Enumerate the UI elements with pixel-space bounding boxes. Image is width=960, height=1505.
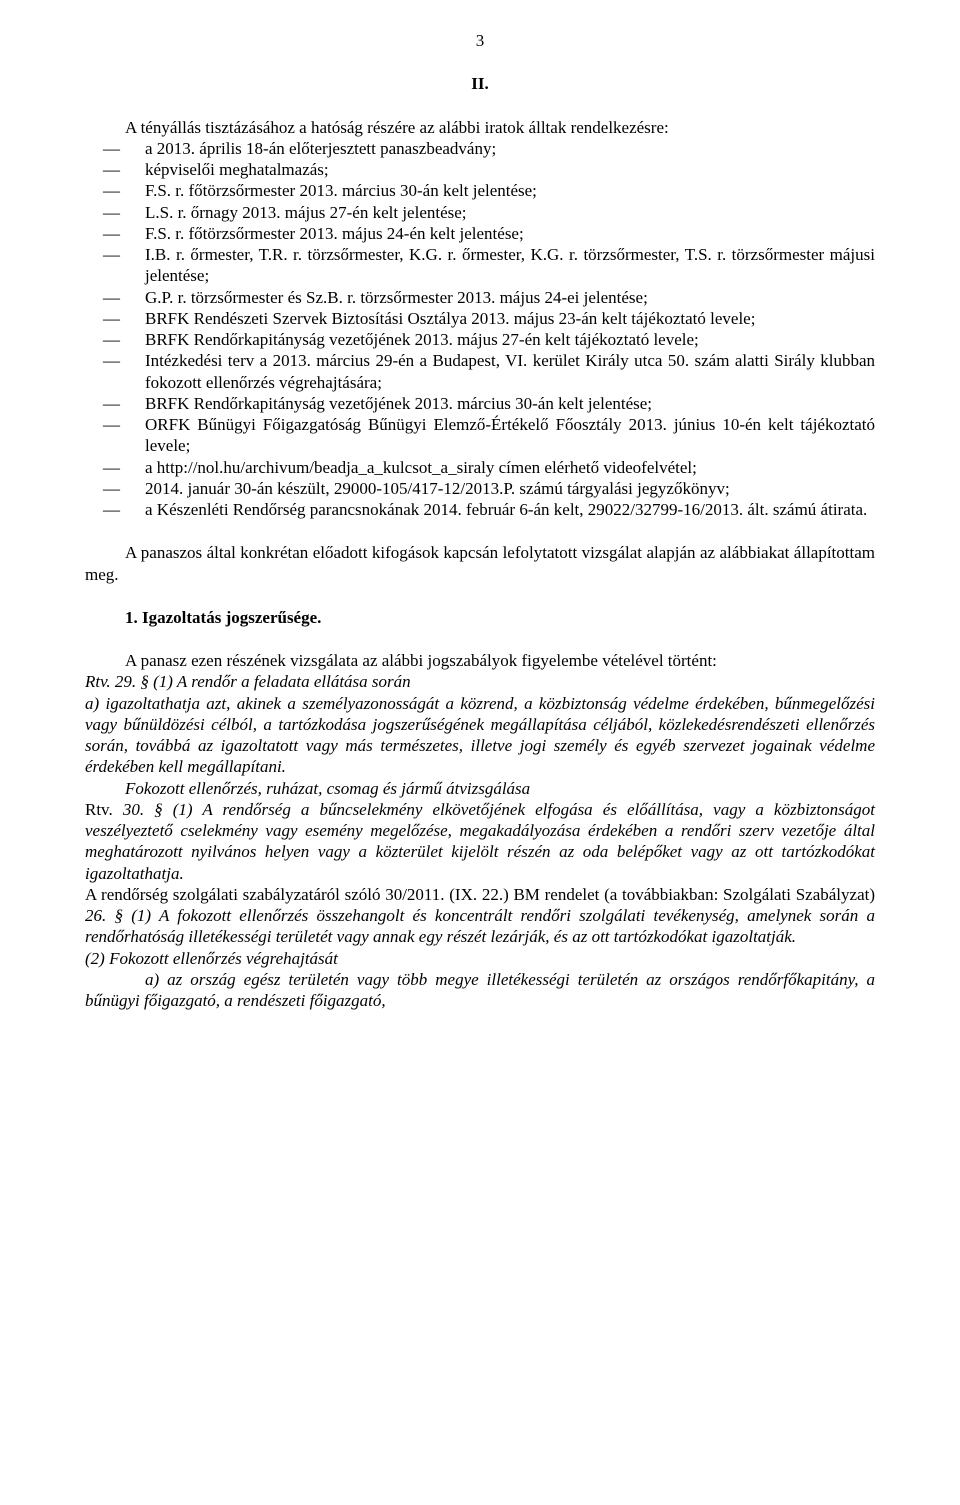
- bm-paragraph: A rendőrség szolgálati szabályzatáról sz…: [85, 884, 875, 948]
- page-number: 3: [85, 30, 875, 51]
- list-item: képviselői meghatalmazás;: [85, 159, 875, 180]
- list-item: I.B. r. őrmester, T.R. r. törzsőrmester,…: [85, 244, 875, 287]
- rtv29-lead: Rtv. 29. § (1) A rendőr a feladata ellát…: [85, 671, 875, 692]
- list-item: F.S. r. főtörzsőrmester 2013. május 24-é…: [85, 223, 875, 244]
- italic-subheading: Fokozott ellenőrzés, ruházat, csomag és …: [85, 778, 875, 799]
- list-item: a http://nol.hu/archivum/beadja_a_kulcso…: [85, 457, 875, 478]
- list-item: F.S. r. főtörzsőrmester 2013. március 30…: [85, 180, 875, 201]
- list-item: BRFK Rendőrkapitányság vezetőjének 2013.…: [85, 393, 875, 414]
- list-item: ORFK Bűnügyi Főigazgatóság Bűnügyi Elemz…: [85, 414, 875, 457]
- list-item: BRFK Rendőrkapitányság vezetőjének 2013.…: [85, 329, 875, 350]
- list-item: a 2013. április 18-án előterjesztett pan…: [85, 138, 875, 159]
- evidence-list: a 2013. április 18-án előterjesztett pan…: [85, 138, 875, 521]
- rtv29-a: a) igazoltathatja azt, akinek a személya…: [85, 693, 875, 778]
- rtv30-paragraph: Rtv. 30. § (1) A rendőrség a bűncselekmé…: [85, 799, 875, 884]
- sub2-a: a) az ország egész területén vagy több m…: [85, 969, 875, 1012]
- list-item: L.S. r. őrnagy 2013. május 27-én kelt je…: [85, 202, 875, 223]
- subsection-heading: 1. Igazoltatás jogszerűsége.: [85, 607, 875, 628]
- bm-text: A rendőrség szolgálati szabályzatáról sz…: [85, 885, 875, 947]
- sub2: (2) Fokozott ellenőrzés végrehajtását: [85, 948, 875, 969]
- intro-paragraph: A tényállás tisztázásához a hatóság rész…: [85, 117, 875, 138]
- list-item: 2014. január 30-án készült, 29000-105/41…: [85, 478, 875, 499]
- section-heading: II.: [85, 73, 875, 94]
- list-item: BRFK Rendészeti Szervek Biztosítási Oszt…: [85, 308, 875, 329]
- intro2-paragraph: A panasz ezen részének vizsgálata az alá…: [85, 650, 875, 671]
- rtv30-text: Rtv. 30. § (1) A rendőrség a bűncselekmé…: [85, 800, 875, 883]
- list-item: a Készenléti Rendőrség parancsnokának 20…: [85, 499, 875, 520]
- list-item: G.P. r. törzsőrmester és Sz.B. r. törzső…: [85, 287, 875, 308]
- summary-paragraph: A panaszos által konkrétan előadott kifo…: [85, 542, 875, 585]
- list-item: Intézkedési terv a 2013. március 29-én a…: [85, 350, 875, 393]
